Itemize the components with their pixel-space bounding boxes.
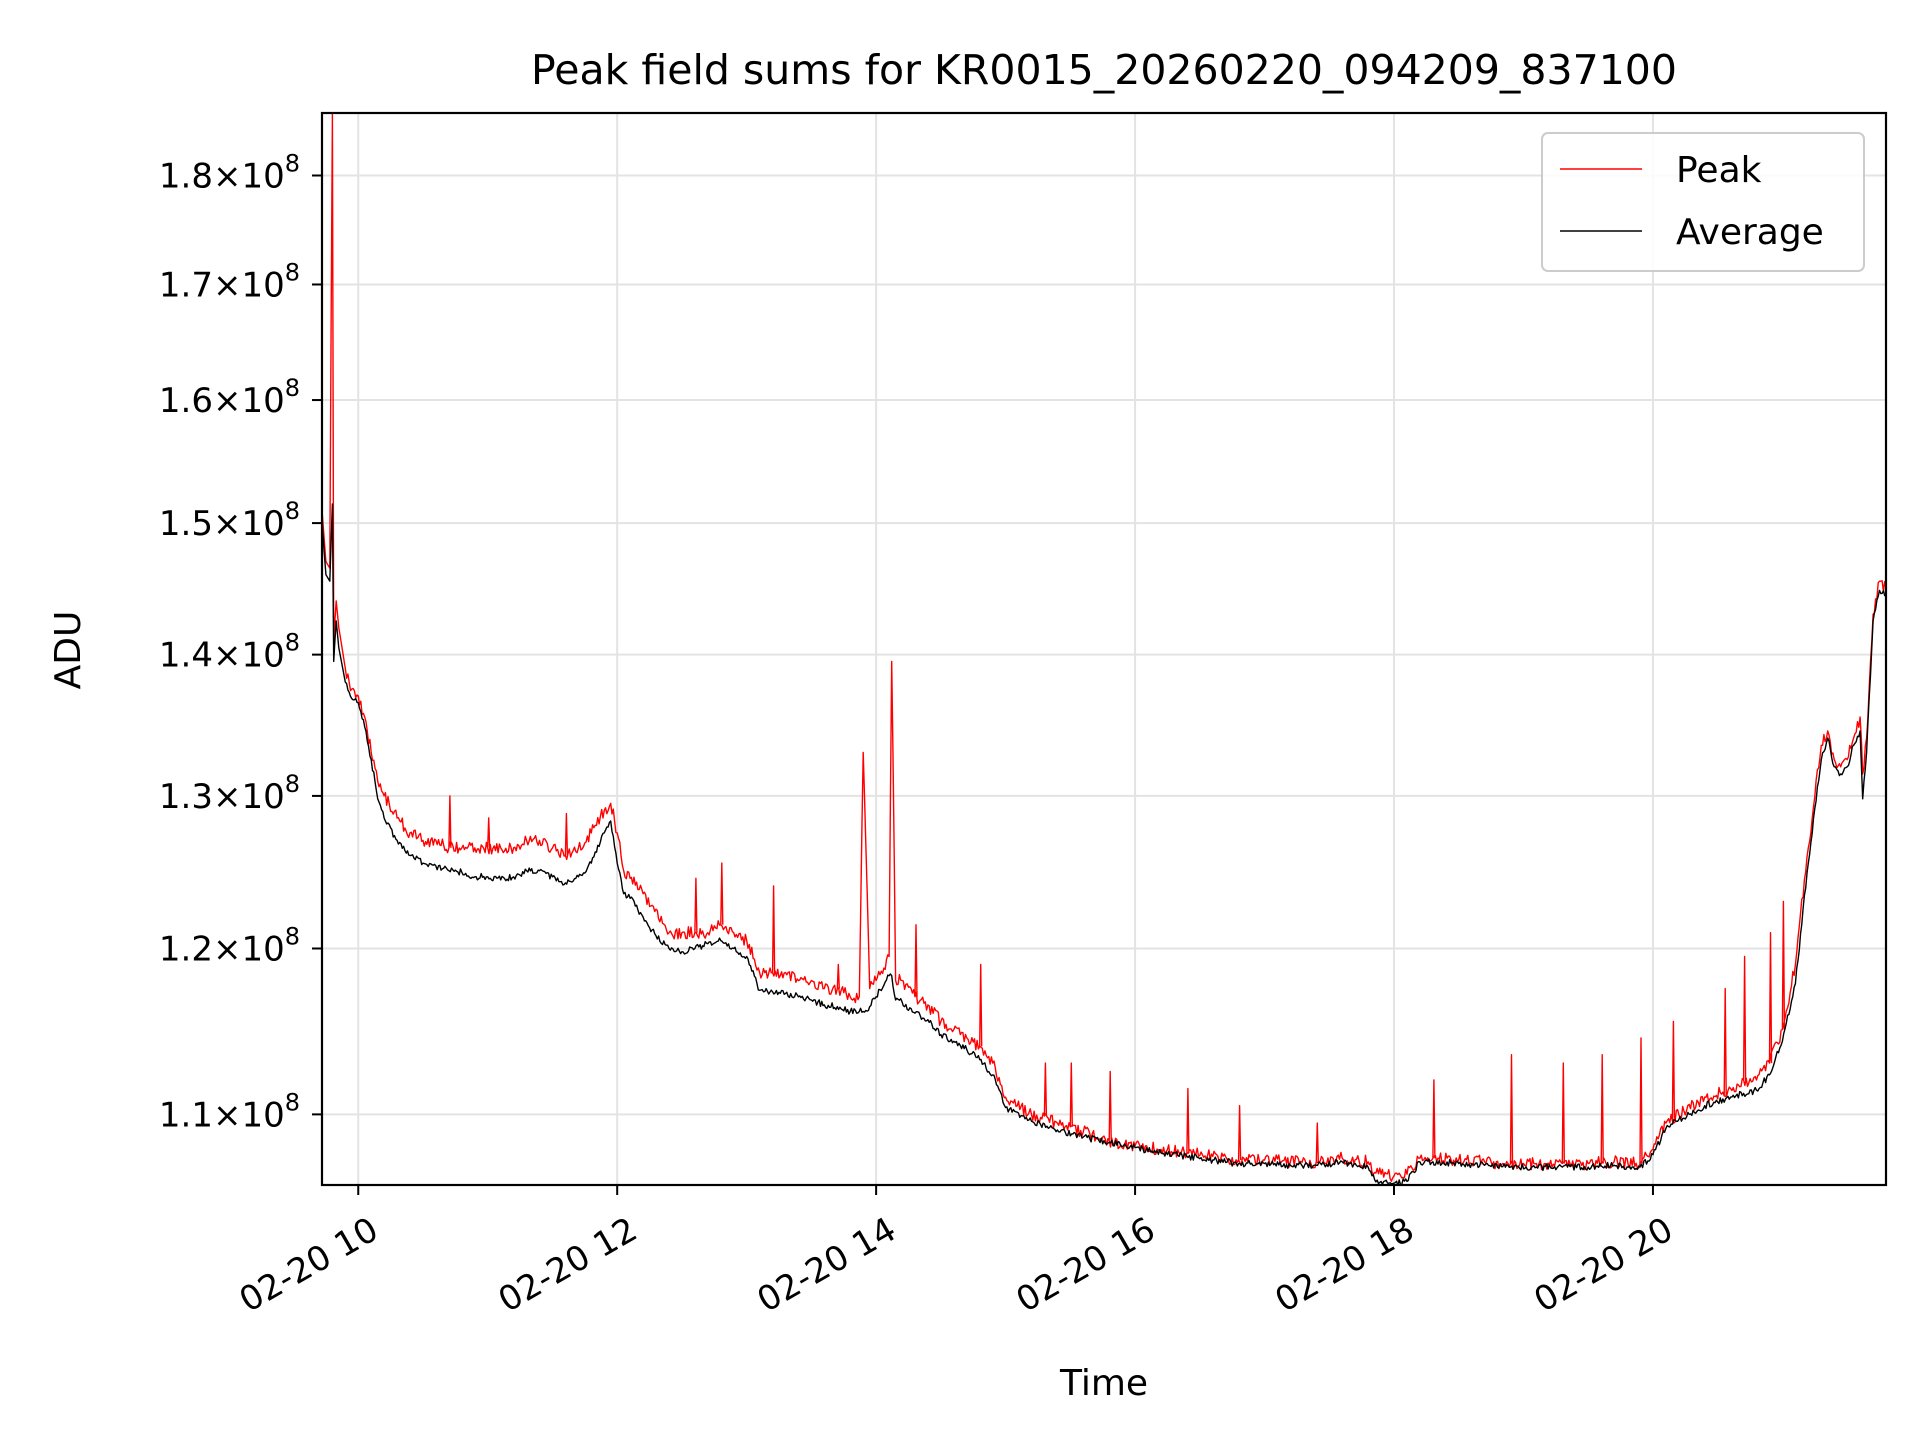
y-tick-base: 10 xyxy=(241,777,284,817)
y-tick-label: 1.4×108 xyxy=(159,629,300,676)
y-tick-base: 10 xyxy=(241,157,284,197)
y-tick-exponent: 8 xyxy=(285,1088,300,1116)
x-axis-label: Time xyxy=(1059,1363,1148,1404)
chart-title: Peak field sums for KR0015_20260220_0942… xyxy=(531,46,1677,94)
y-tick-mantissa: 1.5 xyxy=(159,504,213,544)
y-tick-label: 1.1×108 xyxy=(159,1088,300,1135)
y-tick-label: 1.8×108 xyxy=(159,150,300,197)
y-tick-exponent: 8 xyxy=(285,923,300,951)
y-tick-exponent: 8 xyxy=(285,374,300,402)
series-layer xyxy=(322,113,1886,1185)
y-tick-times: × xyxy=(213,636,242,676)
y-tick-base: 10 xyxy=(241,1095,284,1135)
y-tick-mantissa: 1.3 xyxy=(159,777,213,817)
y-tick-base: 10 xyxy=(241,504,284,544)
y-tick-label: 1.3×108 xyxy=(159,770,300,817)
y-tick-exponent: 8 xyxy=(285,497,300,525)
plot-area xyxy=(320,111,1888,1187)
y-tick-times: × xyxy=(213,930,242,970)
y-tick-mantissa: 1.1 xyxy=(159,1095,213,1135)
y-axis: 1.1×1081.2×1081.3×1081.4×1081.5×1081.6×1… xyxy=(159,150,322,1135)
y-tick-label: 1.7×108 xyxy=(159,258,300,305)
plot-frame xyxy=(320,111,1888,1187)
y-tick-times: × xyxy=(213,265,242,305)
y-tick-mantissa: 1.2 xyxy=(159,930,213,970)
legend-box xyxy=(1541,132,1865,272)
series-line-average xyxy=(322,503,1886,1185)
y-tick-label: 1.5×108 xyxy=(159,497,300,544)
y-tick-label: 1.2×108 xyxy=(159,923,300,970)
y-tick-times: × xyxy=(213,157,242,197)
y-tick-exponent: 8 xyxy=(285,258,300,286)
legend-average-label: Average xyxy=(1676,212,1824,253)
y-tick-mantissa: 1.7 xyxy=(159,265,213,305)
gridlines xyxy=(322,113,1886,1185)
y-axis-label: ADU xyxy=(48,611,89,690)
y-tick-exponent: 8 xyxy=(285,150,300,178)
y-tick-mantissa: 1.6 xyxy=(159,381,213,421)
y-tick-mantissa: 1.4 xyxy=(159,636,213,676)
y-tick-exponent: 8 xyxy=(285,770,300,798)
series-line-peak xyxy=(322,113,1886,1182)
y-tick-times: × xyxy=(213,381,242,421)
y-tick-base: 10 xyxy=(241,381,284,421)
y-tick-base: 10 xyxy=(241,930,284,970)
y-tick-label: 1.6×108 xyxy=(159,374,300,421)
y-tick-times: × xyxy=(213,777,242,817)
y-tick-times: × xyxy=(213,1095,242,1135)
y-tick-exponent: 8 xyxy=(285,629,300,657)
y-tick-mantissa: 1.8 xyxy=(159,157,213,197)
y-tick-times: × xyxy=(213,504,242,544)
y-tick-base: 10 xyxy=(241,636,284,676)
y-tick-base: 10 xyxy=(241,265,284,305)
legend-peak-label: Peak xyxy=(1676,150,1762,191)
legend: Peak Average xyxy=(1541,132,1865,272)
